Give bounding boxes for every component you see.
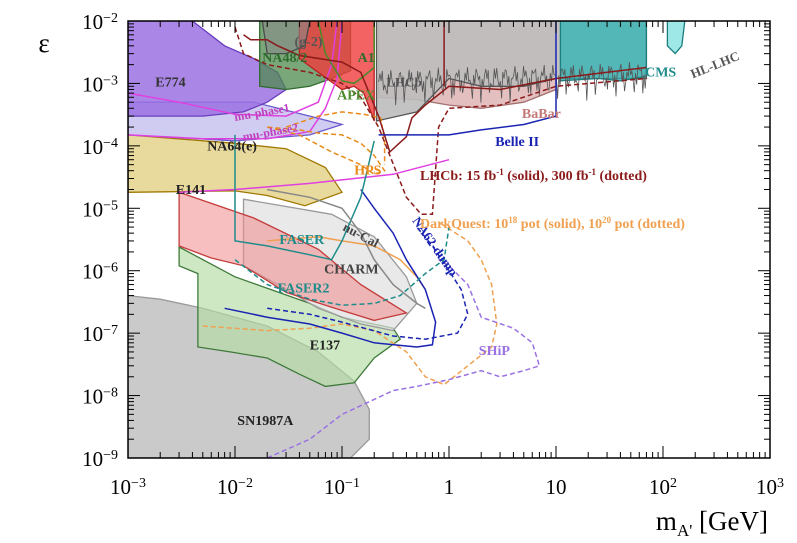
label-hps: HPS xyxy=(354,163,381,178)
label-e141: E141 xyxy=(176,183,206,198)
lhcb-projection-label: LHCb: 15 fb-1 (solid), 300 fb-1 (dotted) xyxy=(420,167,647,184)
label-charm: CHARM xyxy=(324,263,378,278)
curve-lhcb-15fb xyxy=(243,34,647,154)
x-tick-label: 1 xyxy=(444,475,455,499)
region-faser xyxy=(178,191,409,322)
label-faser2: FASER2 xyxy=(278,281,330,296)
label-cms: CMS xyxy=(645,65,676,80)
label-e774: E774 xyxy=(155,75,185,90)
region-e774 xyxy=(128,21,287,117)
x-axis-title: mA' [GeV] xyxy=(656,506,768,540)
curve-faser-curve xyxy=(234,134,375,261)
y-tick-label: 10−6 xyxy=(82,260,118,284)
label-apex: APEX xyxy=(337,89,375,104)
curve-na62-dump-2 xyxy=(267,226,469,340)
curve-nu-cal xyxy=(267,188,426,309)
plot-area: E774 NA64(e) E141 NA48/2 A1 (g-2) APEX LHCb HPS B… xyxy=(128,21,741,458)
label-g-2: (g-2) xyxy=(295,35,323,50)
y-tick-label: 10−5 xyxy=(82,197,118,221)
ticks-layer: 10−3 10−2 10−1 1 10 102 103 10−9 10−8 10−7 10−6 10−… xyxy=(82,10,784,499)
curve-belle-ii xyxy=(378,21,557,136)
y-tick-label: 10−2 xyxy=(82,10,118,34)
label-na64-e: NA64(e) xyxy=(207,139,257,154)
x-tick-label: 10−1 xyxy=(324,475,360,499)
label-na48-2: NA48/2 xyxy=(262,51,307,66)
y-tick-label: 10−3 xyxy=(82,72,118,96)
label-a1: A1 xyxy=(358,51,375,66)
x-tick-label: 10 xyxy=(546,475,567,499)
x-tick-label: 103 xyxy=(756,475,784,499)
curve-darkquest-dotted xyxy=(202,221,498,386)
label-lhcb: LHCb xyxy=(386,74,421,89)
x-tick-label: 102 xyxy=(649,475,677,499)
curve-na62-dump xyxy=(224,189,437,348)
y-tick-label: 10−7 xyxy=(82,322,118,346)
region-cms xyxy=(559,21,648,82)
y-tick-label: 10−4 xyxy=(82,135,118,159)
darkquest-projection-label: DarkQuest: 1018 pot (solid), 1020 pot (d… xyxy=(420,215,685,232)
x-tick-label: 10−3 xyxy=(110,475,146,499)
label-ship: SHiP xyxy=(479,344,511,359)
curve-lhcb-300fb xyxy=(234,26,647,216)
label-faser: FASER xyxy=(279,233,325,248)
y-tick-label: 10−9 xyxy=(82,447,118,471)
curve-faser2-curve xyxy=(234,226,450,306)
y-tick-label: 10−8 xyxy=(82,385,118,409)
region-g-2 xyxy=(261,21,311,55)
label-belle-ii: Belle II xyxy=(495,135,539,150)
label-sn1987a: SN1987A xyxy=(237,414,294,429)
y-axis-title: ε xyxy=(38,28,49,58)
curves-layer xyxy=(128,21,647,458)
curve-apex xyxy=(317,21,375,85)
curve-hps xyxy=(267,126,386,176)
label-babar: BaBar xyxy=(522,107,561,122)
region-cms-2 xyxy=(666,21,686,55)
curve-ship xyxy=(266,259,541,458)
label-e137: E137 xyxy=(310,338,340,353)
x-tick-label: 10−2 xyxy=(217,475,253,499)
curve-na64-e-ext xyxy=(179,158,450,194)
